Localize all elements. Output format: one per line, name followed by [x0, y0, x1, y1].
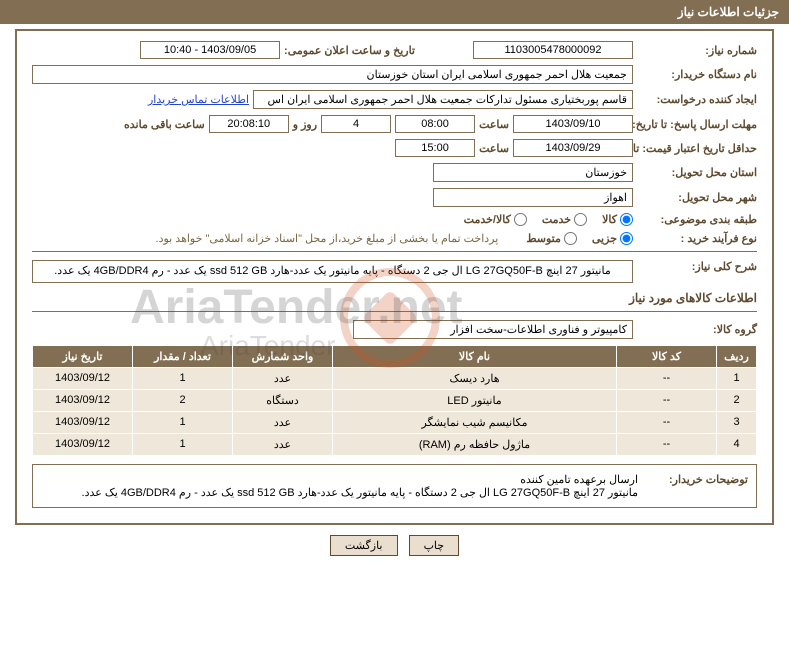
need-no-value: 1103005478000092	[473, 41, 633, 59]
requester-label: ایجاد کننده درخواست:	[637, 93, 757, 106]
table-cell: مانیتور LED	[333, 389, 617, 411]
deadline-date: 1403/09/10	[513, 115, 633, 133]
table-cell: --	[617, 367, 717, 389]
table-cell: --	[617, 433, 717, 455]
table-cell: 1403/09/12	[33, 367, 133, 389]
desc-label: توضیحات خریدار:	[648, 473, 748, 499]
buyer-contact-link[interactable]: اطلاعات تماس خریدار	[148, 93, 249, 106]
countdown: 20:08:10	[209, 115, 289, 133]
table-row: 1--هارد دیسکعدد11403/09/12	[33, 367, 757, 389]
buyer-value: جمعیت هلال احمر جمهوری اسلامی ایران استا…	[32, 65, 633, 84]
th-row: ردیف	[717, 345, 757, 367]
buyer-label: نام دستگاه خریدار:	[637, 68, 757, 81]
items-section-title: اطلاعات کالاهای مورد نیاز	[32, 291, 757, 305]
table-cell: هارد دیسک	[333, 367, 617, 389]
validity-time: 15:00	[395, 139, 475, 157]
table-cell: 1403/09/12	[33, 411, 133, 433]
summary-label: شرح کلی نیاز:	[637, 260, 757, 273]
province-value: خوزستان	[433, 163, 633, 182]
desc-content: ارسال برعهده تامین کننده مانیتور 27 اینچ…	[41, 473, 638, 499]
table-cell: مکانیسم شیب نمایشگر	[333, 411, 617, 433]
payment-note: پرداخت تمام یا بخشی از مبلغ خرید،از محل …	[156, 232, 499, 245]
table-row: 4--ماژول حافظه رم (RAM)عدد11403/09/12	[33, 433, 757, 455]
city-label: شهر محل تحویل:	[637, 191, 757, 204]
table-cell: 3	[717, 411, 757, 433]
remaining-label: ساعت باقی مانده	[124, 118, 205, 131]
announce-label: تاریخ و ساعت اعلان عمومی:	[284, 44, 415, 57]
validity-date: 1403/09/29	[513, 139, 633, 157]
cat-both-radio[interactable]: کالا/خدمت	[464, 213, 527, 226]
table-cell: 1403/09/12	[33, 433, 133, 455]
summary-value: مانیتور 27 اینچ LG 27GQ50F-B ال جی 2 دست…	[32, 260, 633, 283]
table-cell: --	[617, 389, 717, 411]
time-label-2: ساعت	[479, 142, 509, 155]
table-cell: --	[617, 411, 717, 433]
proc-medium-radio[interactable]: متوسط	[526, 232, 577, 245]
deadline-label: مهلت ارسال پاسخ: تا تاریخ:	[637, 118, 757, 131]
th-name: نام کالا	[333, 345, 617, 367]
table-cell: 4	[717, 433, 757, 455]
table-cell: دستگاه	[233, 389, 333, 411]
items-table: ردیف کد کالا نام کالا واحد شمارش تعداد /…	[32, 345, 757, 456]
city-value: اهواز	[433, 188, 633, 207]
table-row: 3--مکانیسم شیب نمایشگرعدد11403/09/12	[33, 411, 757, 433]
table-cell: 2	[717, 389, 757, 411]
table-cell: 1	[133, 411, 233, 433]
group-label: گروه کالا:	[637, 323, 757, 336]
table-cell: عدد	[233, 367, 333, 389]
table-cell: 2	[133, 389, 233, 411]
cat-goods-label: کالا	[602, 213, 617, 226]
page-title: جزئیات اطلاعات نیاز	[0, 0, 789, 24]
proc-medium-label: متوسط	[526, 232, 561, 245]
desc-line2: مانیتور 27 اینچ LG 27GQ50F-B ال جی 2 دست…	[41, 486, 638, 499]
cat-goods-radio[interactable]: کالا	[602, 213, 633, 226]
cat-service-radio[interactable]: خدمت	[542, 213, 587, 226]
time-label-1: ساعت	[479, 118, 509, 131]
validity-label: حداقل تاریخ اعتبار قیمت: تا تاریخ:	[637, 142, 757, 155]
deadline-time: 08:00	[395, 115, 475, 133]
cat-service-label: خدمت	[542, 213, 571, 226]
th-unit: واحد شمارش	[233, 345, 333, 367]
th-date: تاریخ نیاز	[33, 345, 133, 367]
main-panel: شماره نیاز: 1103005478000092 تاریخ و ساع…	[15, 29, 774, 525]
table-cell: 1	[133, 433, 233, 455]
table-cell: 1	[717, 367, 757, 389]
group-value: کامپیوتر و فناوری اطلاعات-سخت افزار	[353, 320, 633, 339]
desc-line1: ارسال برعهده تامین کننده	[41, 473, 638, 486]
days-and-label: روز و	[293, 118, 317, 131]
proc-minor-label: جزیی	[592, 232, 617, 245]
proc-minor-radio[interactable]: جزیی	[592, 232, 633, 245]
th-code: کد کالا	[617, 345, 717, 367]
need-no-label: شماره نیاز:	[637, 44, 757, 57]
process-label: نوع فرآیند خرید :	[637, 232, 757, 245]
back-button[interactable]: بازگشت	[330, 535, 398, 556]
print-button[interactable]: چاپ	[409, 535, 460, 556]
table-cell: ماژول حافظه رم (RAM)	[333, 433, 617, 455]
table-cell: عدد	[233, 411, 333, 433]
table-cell: 1	[133, 367, 233, 389]
table-cell: عدد	[233, 433, 333, 455]
th-qty: تعداد / مقدار	[133, 345, 233, 367]
cat-both-label: کالا/خدمت	[464, 213, 511, 226]
days-count: 4	[321, 115, 391, 133]
table-cell: 1403/09/12	[33, 389, 133, 411]
requester-value: قاسم پوربختیاری مسئول تدارکات جمعیت هلال…	[253, 90, 633, 109]
category-label: طبقه بندی موضوعی:	[637, 213, 757, 226]
table-row: 2--مانیتور LEDدستگاه21403/09/12	[33, 389, 757, 411]
announce-value: 1403/09/05 - 10:40	[140, 41, 280, 59]
province-label: استان محل تحویل:	[637, 166, 757, 179]
